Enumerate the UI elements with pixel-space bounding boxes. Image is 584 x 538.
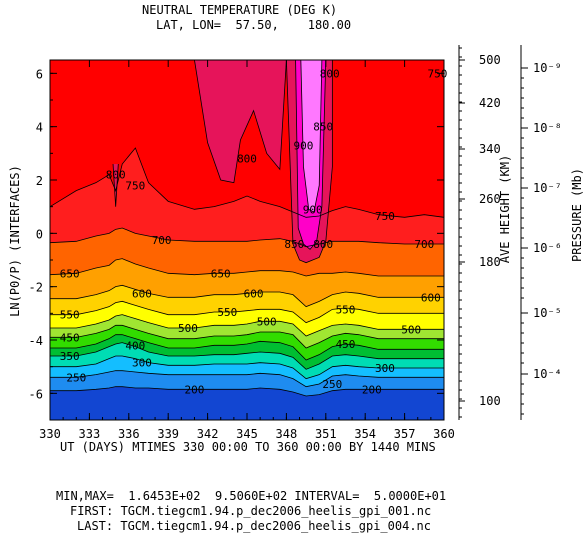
contour-label-26: 800 — [106, 169, 126, 182]
height-tick-label-2: 340 — [479, 142, 501, 156]
contour-line-750 — [50, 147, 444, 218]
contour-label-16: 600 — [132, 287, 152, 300]
height-axis-label: AVE HEIGHT (KM) — [498, 154, 512, 264]
x-tick-label-6: 348 — [276, 427, 298, 441]
contour-label-30: 850 — [313, 121, 333, 134]
region-800-1-line — [286, 60, 438, 264]
pressure-tick-label-0: 10⁻⁹ — [533, 61, 562, 75]
x-axis: 330 333 336 339 342 345 348 351 354 357 360 — [39, 60, 455, 441]
right-axes: 500 420 340 260 180 100 10⁻⁹ 10⁻⁸ 10⁻⁷ 10⁻⁶ 10⁻⁵ 10… — [458, 45, 562, 420]
y-tick-label-1: -4 — [29, 334, 43, 348]
x-tick-label-9: 357 — [394, 427, 416, 441]
contour-label-33: 900 — [303, 203, 323, 216]
contour-label-13: 550 — [60, 309, 80, 322]
pressure-tick-label-4: 10⁻⁵ — [533, 306, 562, 320]
contour-label-14: 550 — [217, 306, 237, 319]
region-850-line — [295, 60, 327, 250]
contour-lines — [50, 60, 444, 397]
contour-label-22: 700 — [414, 238, 434, 251]
contour-label-4: 300 — [132, 357, 152, 370]
height-tick-label-0: 500 — [479, 53, 501, 67]
y-tick-label-0: -6 — [29, 387, 43, 401]
region-800-2-line — [112, 163, 119, 207]
x-tick-label-0: 330 — [39, 427, 61, 441]
contour-line-400 — [50, 334, 444, 361]
contour-label-23: 750 — [125, 179, 145, 192]
chart-title: NEUTRAL TEMPERATURE (DEG K) — [142, 3, 338, 17]
contour-line-200 — [50, 386, 444, 397]
pressure-tick-label-3: 10⁻⁶ — [533, 241, 562, 255]
x-tick-label-4: 342 — [197, 427, 219, 441]
y-axis: -6 -4 -2 0 2 4 6 — [29, 67, 444, 421]
contour-label-27: 800 — [237, 153, 257, 166]
contour-label-24: 750 — [375, 210, 395, 223]
contour-label-18: 600 — [421, 291, 441, 304]
region-800-0 — [194, 60, 287, 183]
x-tick-label-7: 351 — [315, 427, 337, 441]
height-tick-label-3: 260 — [479, 192, 501, 206]
pressure-tick-label-2: 10⁻⁷ — [533, 181, 562, 195]
contour-label-1: 200 — [362, 383, 382, 396]
band-above-750 — [50, 60, 444, 218]
x-tick-label-2: 336 — [118, 427, 140, 441]
contour-label-15: 550 — [336, 303, 356, 316]
contour-label-5: 300 — [375, 362, 395, 375]
region-800-2 — [113, 164, 119, 207]
x-tick-label-3: 339 — [157, 427, 179, 441]
contour-label-6: 350 — [60, 350, 80, 363]
y-tick-label-3: 0 — [36, 227, 43, 241]
contour-label-0: 200 — [185, 383, 205, 396]
contour-line-600 — [50, 284, 444, 308]
contour-label-20: 650 — [211, 267, 231, 280]
contour-line-550 — [50, 300, 444, 324]
contour-label-32: 900 — [294, 139, 314, 152]
contour-label-12: 500 — [401, 323, 421, 336]
chart-subtitle: LAT, LON= 57.50, 180.00 — [156, 18, 352, 32]
contour-label-17: 600 — [244, 287, 264, 300]
contour-label-2: 250 — [66, 371, 86, 384]
contour-line-350 — [50, 342, 444, 370]
pressure-tick-label-1: 10⁻⁸ — [533, 121, 562, 135]
contour-line-700 — [50, 227, 444, 248]
contour-labels: 200 200 250 250 300 300 350 400 450 450 500 500 500 5… — [60, 67, 448, 396]
x-tick-label-8: 354 — [354, 427, 376, 441]
contour-label-21: 700 — [152, 234, 172, 247]
contour-line-250 — [50, 370, 444, 388]
contour-label-3: 250 — [322, 378, 342, 391]
footer-first: FIRST: TGCM.tiegcm1.94.p_dec2006_heelis_… — [70, 504, 432, 518]
x-tick-label-1: 333 — [79, 427, 101, 441]
footer-minmax: MIN,MAX= 1.6453E+02 9.5060E+02 INTERVAL=… — [56, 489, 447, 503]
y-tick-label-2: -2 — [29, 281, 43, 295]
y-tick-label-4: 2 — [36, 174, 43, 188]
contour-label-31: 850 — [284, 238, 304, 251]
height-tick-label-4: 180 — [479, 255, 501, 269]
contour-label-7: 400 — [125, 339, 145, 352]
footer-last: LAST: TGCM.tiegcm1.94.p_dec2006_heelis_g… — [77, 519, 432, 533]
x-tick-label-10: 360 — [433, 427, 455, 441]
region-900 — [300, 60, 322, 212]
x-axis-label: UT (DAYS) MTIMES 330 00:00 TO 360 00:00 … — [60, 440, 436, 454]
contour-line-500 — [50, 314, 444, 337]
height-tick-label-5: 100 — [479, 394, 501, 408]
contour-line-650 — [50, 258, 444, 277]
region-900-line — [300, 60, 323, 213]
contour-label-19: 650 — [60, 267, 80, 280]
y-tick-label-5: 4 — [36, 121, 43, 135]
x-tick-label-5: 345 — [236, 427, 258, 441]
contour-label-28: 800 — [320, 67, 340, 80]
contour-label-8: 450 — [60, 331, 80, 344]
contour-label-11: 500 — [257, 315, 277, 328]
contour-label-9: 450 — [336, 338, 356, 351]
height-tick-label-1: 420 — [479, 96, 501, 110]
contour-label-29: 800 — [313, 238, 333, 251]
pressure-tick-label-5: 10⁻⁴ — [533, 367, 562, 381]
region-800-0-line — [194, 60, 287, 184]
y-axis-label: LN(P0/P) (INTERFACES) — [8, 165, 22, 317]
contour-label-10: 500 — [178, 322, 198, 335]
y-tick-label-6: 6 — [36, 67, 43, 81]
contour-line-300 — [50, 355, 444, 380]
contour-line-450 — [50, 324, 444, 349]
pressure-axis-label: PRESSURE (Mb) — [570, 168, 584, 262]
